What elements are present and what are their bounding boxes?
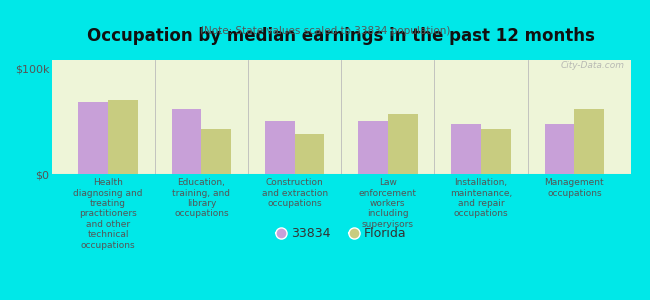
Bar (481, 129, 511, 174)
Bar (358, 121, 388, 174)
Text: (Note: State values scaled to 33834 population): (Note: State values scaled to 33834 popu… (200, 26, 450, 37)
Legend: 33834, Florida: 33834, Florida (271, 222, 411, 245)
Bar (78, 102, 108, 174)
Bar (388, 114, 418, 174)
Bar (575, 109, 604, 174)
Bar (294, 134, 324, 174)
Text: City-Data.com: City-Data.com (561, 61, 625, 70)
Bar (451, 124, 481, 174)
Bar (108, 100, 138, 174)
Title: Occupation by median earnings in the past 12 months: Occupation by median earnings in the pas… (87, 27, 595, 45)
Bar (265, 121, 294, 174)
Bar (202, 129, 231, 174)
Bar (545, 124, 575, 174)
Bar (172, 109, 202, 174)
